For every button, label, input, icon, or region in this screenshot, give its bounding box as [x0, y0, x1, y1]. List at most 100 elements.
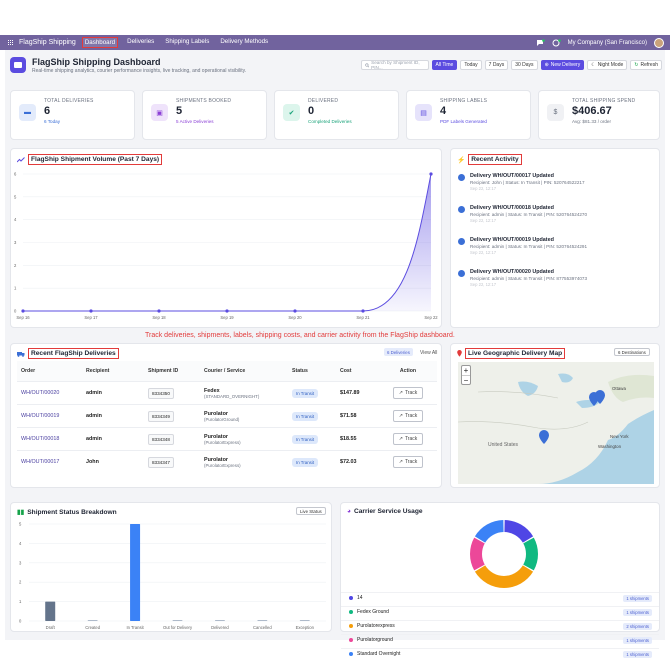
- status-chart-title: Shipment Status Breakdown: [27, 508, 117, 516]
- x-tick-label: Sep 22: [424, 315, 438, 320]
- track-button[interactable]: ↗ Track: [392, 456, 424, 469]
- donut-slice[interactable]: [470, 537, 485, 571]
- status-bar[interactable]: [87, 620, 98, 621]
- activity-detail: Recipient: John | Status: In Transit | P…: [470, 180, 585, 185]
- donut-slice[interactable]: [474, 565, 534, 588]
- night-mode-button[interactable]: ☾ Night Mode: [587, 60, 628, 70]
- volume-point[interactable]: [225, 309, 229, 313]
- track-button[interactable]: ↗ Track: [392, 433, 424, 445]
- deliveries-count-badge: 6 Deliveries: [384, 348, 413, 356]
- company-switcher[interactable]: My Company (San Francisco): [567, 39, 647, 46]
- track-button[interactable]: ↗ Track: [392, 410, 424, 422]
- activity-item[interactable]: Delivery WH/OUT/00018 Updated Recipient: …: [458, 205, 587, 223]
- status-bar[interactable]: [257, 620, 268, 621]
- map-header: Live Geographic Delivery Map: [457, 348, 566, 359]
- new-delivery-button[interactable]: ⊕ New Delivery: [540, 60, 585, 70]
- volume-chart-title: FlagShip Shipment Volume (Past 7 Days): [28, 154, 163, 165]
- apps-grid-icon[interactable]: [8, 39, 14, 46]
- topbar-right: My Company (San Francisco): [536, 37, 664, 48]
- view-all-link[interactable]: View All: [420, 350, 438, 356]
- stat-icon: ▬: [19, 104, 36, 121]
- table-row[interactable]: WH/OUT/00019 admin 8334349 Purolator (Purola…: [17, 404, 437, 428]
- refresh-button[interactable]: ↻ Refresh: [630, 60, 662, 70]
- table-row[interactable]: WH/OUT/00020 admin 8334350 Fedex (STANDARD_O…: [17, 381, 437, 405]
- map-label-us: United States: [488, 442, 519, 448]
- status-bar[interactable]: [299, 620, 310, 621]
- y-tick-label: 3: [14, 240, 17, 245]
- nav-deliveries[interactable]: Deliveries: [127, 38, 155, 45]
- activity-detail: Recipient: admin | Status: In Transit | …: [470, 244, 588, 249]
- activity-dot-icon: [458, 174, 465, 181]
- delivery-map[interactable]: Ottawa New York Washington United States: [458, 362, 654, 484]
- external-link-icon: ↗: [398, 436, 403, 442]
- legend-dot: [349, 624, 353, 628]
- order-link[interactable]: WH/OUT/00018: [21, 436, 60, 442]
- nav-dashboard[interactable]: Dashboard: [81, 37, 119, 48]
- status-bar[interactable]: [45, 601, 56, 621]
- donut-slice[interactable]: [504, 520, 534, 543]
- shipment-search-input[interactable]: Search by Shipment ID, PIN...: [360, 60, 429, 70]
- nav-shipping-labels[interactable]: Shipping Labels: [165, 38, 210, 45]
- chat-icon[interactable]: [536, 38, 545, 47]
- stat-card: $ TOTAL SHIPPING SPEND $406.67 Avg: $81.33 …: [538, 90, 660, 140]
- volume-point[interactable]: [293, 309, 297, 313]
- activity-heading: Delivery WH/OUT/00019 Updated: [470, 237, 554, 243]
- filter-today[interactable]: Today: [460, 60, 482, 70]
- y-tick-label: 5: [14, 194, 17, 199]
- volume-point[interactable]: [21, 309, 25, 313]
- legend-row: Purolatorexpress 2 shipments: [341, 620, 659, 631]
- brand-name[interactable]: FlagShip Shipping: [19, 39, 76, 46]
- status-bar[interactable]: [214, 620, 225, 621]
- stat-card: ▬ TOTAL DELIVERIES 6 6 Today: [10, 90, 135, 140]
- order-link[interactable]: WH/OUT/00017: [21, 459, 60, 466]
- table-row[interactable]: WH/OUT/00017 John 8334347 Purolator (Purolat…: [17, 450, 437, 474]
- table-row[interactable]: WH/OUT/00018 admin 8334348 Purolator (Purola…: [17, 427, 437, 451]
- courier-service: (STANDARD_OVERNIGHT): [204, 393, 260, 399]
- activity-item[interactable]: Delivery WH/OUT/00020 Updated Recipient: …: [458, 269, 587, 287]
- activity-clock-icon[interactable]: [552, 38, 561, 47]
- recipient-name: admin: [86, 436, 102, 442]
- track-button[interactable]: ↗ Track: [392, 387, 424, 399]
- shipment-id: 8334350: [148, 387, 174, 399]
- legend-row: Fedex Ground 1 shipments: [341, 606, 659, 617]
- order-link[interactable]: WH/OUT/00020: [21, 390, 60, 396]
- filter-7-days[interactable]: 7 Days: [484, 60, 509, 70]
- user-avatar[interactable]: [654, 37, 664, 48]
- volume-point[interactable]: [157, 309, 161, 313]
- x-tick-label: Sep 20: [288, 315, 302, 320]
- donut-slice[interactable]: [474, 520, 504, 543]
- nav-delivery-methods[interactable]: Delivery Methods: [220, 38, 269, 45]
- stat-card: ▣ SHIPMENTS BOOKED 5 5 Active Deliveries: [142, 90, 267, 140]
- legend-dot: [349, 652, 353, 656]
- filter-30-days[interactable]: 30 Days: [511, 60, 538, 70]
- pie-chart-icon: ◕: [347, 508, 351, 515]
- filter-all-time[interactable]: All Time: [431, 60, 458, 70]
- volume-point[interactable]: [89, 309, 93, 313]
- zoom-in-button[interactable]: +: [462, 366, 470, 376]
- volume-area-chart: 0 1 2 3 4 5 6 Sep 16 Sep 17 Sep 18 Sep 19 Sep 20 Sep…: [14, 172, 438, 321]
- order-link[interactable]: WH/OUT/00019: [21, 413, 60, 419]
- recent-activity-title: Recent Activity: [468, 154, 522, 165]
- status-bar[interactable]: [172, 620, 183, 621]
- activity-dot-icon: [458, 238, 465, 245]
- map-marker-central[interactable]: [539, 430, 549, 444]
- shipment-id: 8334349: [148, 410, 174, 422]
- zoom-out-button[interactable]: −: [463, 376, 469, 385]
- legend-count: 1 shipments: [623, 594, 652, 602]
- x-tick-label: Sep 18: [152, 315, 166, 320]
- volume-point[interactable]: [429, 172, 433, 176]
- x-tick-label: Exception: [296, 625, 315, 630]
- map-marker-cluster[interactable]: [589, 390, 605, 406]
- volume-point[interactable]: [361, 309, 365, 313]
- external-link-icon: ↗: [398, 390, 403, 396]
- activity-heading: Delivery WH/OUT/00017 Updated: [470, 173, 554, 179]
- main-nav: Dashboard Deliveries Shipping Labels Del…: [81, 37, 270, 48]
- status-bar[interactable]: [130, 524, 141, 621]
- donut-slice[interactable]: [523, 537, 538, 571]
- carrier-donut-chart: [470, 520, 538, 588]
- activity-item[interactable]: Delivery WH/OUT/00017 Updated Recipient: …: [458, 173, 585, 191]
- legend-label: Standard Overnight: [357, 651, 401, 657]
- activity-item[interactable]: Delivery WH/OUT/00019 Updated Recipient: …: [458, 237, 587, 255]
- legend-count: 1 shipments: [623, 608, 652, 616]
- courier-service: (PurolatorExpress): [204, 462, 241, 468]
